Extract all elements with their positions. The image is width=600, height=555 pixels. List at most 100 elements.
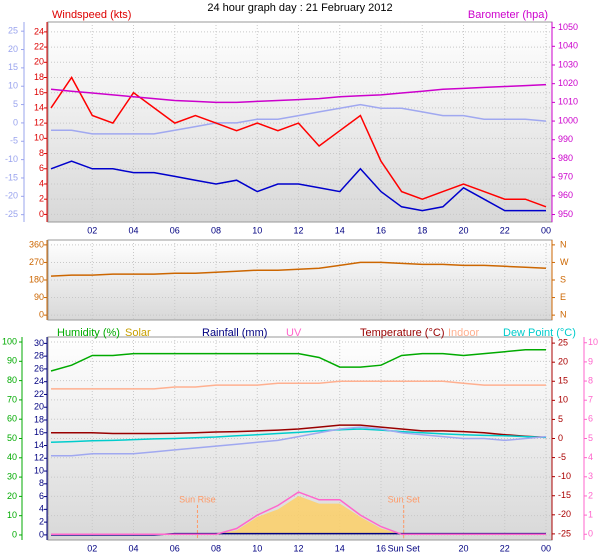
y-tick-label: 10 <box>558 395 568 405</box>
y-tick-label: 10 <box>34 465 44 475</box>
y-tick-label: 2 <box>588 490 593 500</box>
y-tick-label: 8 <box>39 478 44 488</box>
y-axis-label: Windspeed (kts) <box>52 9 131 21</box>
y-tick-label: 4 <box>588 452 593 462</box>
y-tick-label: 7 <box>588 395 593 405</box>
y-tick-label: 6 <box>39 163 44 173</box>
y-tick-label: 12 <box>34 118 44 128</box>
y-tick-label: 20 <box>34 57 44 67</box>
y-tick-label: 18 <box>34 72 44 82</box>
x-tick-label: 16 <box>376 225 386 235</box>
y-tick-label: 20 <box>7 491 17 501</box>
y-tick-label: 10 <box>34 133 44 143</box>
x-tick-label: 10 <box>252 225 262 235</box>
y-tick-label: 1030 <box>558 59 578 69</box>
y-tick-label: 22 <box>34 41 44 51</box>
line <box>51 103 547 135</box>
legend-entry: Solar <box>125 327 151 339</box>
y-tick-label: 60 <box>7 414 17 424</box>
y-tick-label: 1000 <box>558 115 578 125</box>
x-tick-label: 14 <box>335 543 345 553</box>
y-tick-label: 14 <box>34 440 44 450</box>
y-tick-label: 0 <box>39 209 44 219</box>
chart-title: 24 hour graph day : 21 February 2012 <box>207 2 392 14</box>
y-tick-label: 22 <box>34 389 44 399</box>
y-tick-label: 360 <box>29 239 44 249</box>
legend-entry: UV <box>286 327 302 339</box>
x-tick-label: 16 <box>376 543 386 553</box>
y-tick-label: 5 <box>13 99 18 109</box>
y-tick-label: -20 <box>558 509 571 519</box>
y-tick-label: 26 <box>34 363 44 373</box>
y-tick-label: 6 <box>588 414 593 424</box>
y-tick-label: 180 <box>29 274 44 284</box>
y-tick-label: 0 <box>39 529 44 539</box>
y-tick-label: 4 <box>39 178 44 188</box>
x-tick-label: 12 <box>293 225 303 235</box>
y-tick-label: 6 <box>39 491 44 501</box>
y-tick-label: 950 <box>558 209 573 219</box>
y-tick-label: 50 <box>7 433 17 443</box>
y-tick-label: -25 <box>5 209 18 219</box>
line <box>50 76 547 208</box>
line <box>50 428 547 444</box>
y-tick-label: 15 <box>558 376 568 386</box>
y-tick-label: N <box>560 309 567 319</box>
x-tick-label: 22 <box>500 225 510 235</box>
x-tick-label: 10 <box>252 543 262 553</box>
x-tick-label: 04 <box>128 543 138 553</box>
y-tick-label: N <box>560 239 567 249</box>
legend-entry: Rainfall (mm) <box>202 327 267 339</box>
y-tick-label: 100 <box>2 336 17 346</box>
y-tick-label: 0 <box>588 529 593 539</box>
y-tick-label: 12 <box>34 453 44 463</box>
y-tick-label: 70 <box>7 394 17 404</box>
y-tick-label: -10 <box>5 154 18 164</box>
y-tick-label: -10 <box>558 471 571 481</box>
x-tick-label: 20 <box>458 225 468 235</box>
y-tick-label: 960 <box>558 190 573 200</box>
y-tick-label: 25 <box>558 337 568 347</box>
y-tick-label: -5 <box>558 452 566 462</box>
y-tick-label: 990 <box>558 134 573 144</box>
y-tick-label: 90 <box>34 292 44 302</box>
y-tick-label: 0 <box>13 117 18 127</box>
y-tick-label: 30 <box>7 471 17 481</box>
y2-axis-label: Barometer (hpa) <box>468 9 548 21</box>
y-tick-label: 8 <box>588 375 593 385</box>
x-tick-label: 22 <box>500 543 510 553</box>
y-tick-label: 15 <box>8 62 18 72</box>
y-tick-label: -5 <box>10 136 18 146</box>
legend-entry: Temperature (°C) <box>360 327 444 339</box>
y-tick-label: W <box>560 257 569 267</box>
annotation: Sun Rise <box>179 494 216 504</box>
line <box>50 83 547 104</box>
y-tick-label: 10 <box>588 337 598 347</box>
y-tick-label: 24 <box>34 26 44 36</box>
y-tick-label: 2 <box>39 517 44 527</box>
y-tick-label: 14 <box>34 102 44 112</box>
line <box>51 491 546 536</box>
y-tick-label: 0 <box>39 309 44 319</box>
line <box>50 261 547 277</box>
x-tick-label: 20 <box>458 543 468 553</box>
x-tick-label: 02 <box>87 225 97 235</box>
y-tick-label: E <box>560 292 566 302</box>
line <box>51 424 547 439</box>
legend-entry: Dew Point (°C) <box>503 327 576 339</box>
y-tick-label: 1040 <box>558 41 578 51</box>
annotation: Sun Set <box>388 494 421 504</box>
x-tick-label: 00 <box>541 225 551 235</box>
x-tick-label: 04 <box>128 225 138 235</box>
y-tick-label: 16 <box>34 427 44 437</box>
y-tick-label: 980 <box>558 153 573 163</box>
x-tick-label: Sun Set <box>388 543 421 553</box>
y-tick-label: 20 <box>8 44 18 54</box>
x-tick-label: 06 <box>170 225 180 235</box>
y-tick-label: S <box>560 274 566 284</box>
y-tick-label: 9 <box>588 356 593 366</box>
x-tick-label: 14 <box>335 225 345 235</box>
y-tick-label: 3 <box>588 471 593 481</box>
y-tick-label: 30 <box>34 338 44 348</box>
